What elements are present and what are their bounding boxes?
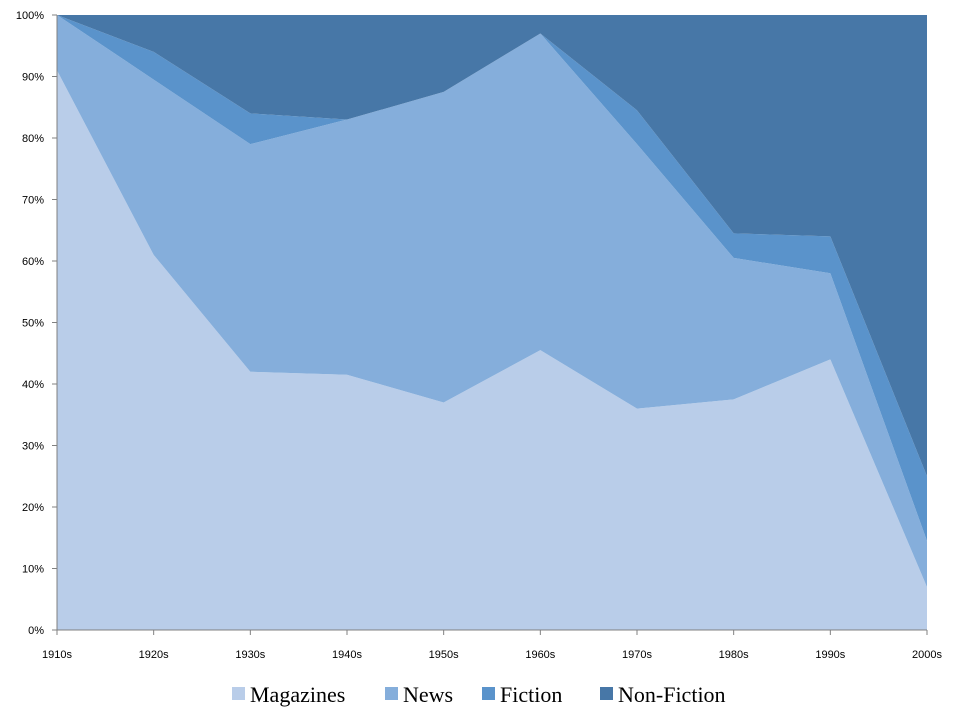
y-tick-label: 20%	[22, 502, 44, 514]
x-tick-label: 1980s	[719, 649, 749, 661]
area-news	[57, 15, 927, 587]
y-tick-label: 90%	[22, 72, 44, 84]
y-tick-label: 100%	[16, 10, 44, 22]
legend-label-magazines: Magazines	[250, 682, 345, 707]
y-tick-label: 60%	[22, 256, 44, 268]
legend-label-fiction: Fiction	[500, 682, 562, 707]
legend-swatch-news	[385, 687, 398, 700]
area-layers	[57, 15, 927, 631]
area-fiction	[57, 15, 927, 541]
x-tick-label: 1970s	[622, 649, 652, 661]
y-tick-label: 10%	[22, 564, 44, 576]
legend-swatch-magazines	[232, 687, 245, 700]
x-tick-label: 1990s	[815, 649, 845, 661]
y-tick-label: 0%	[28, 625, 44, 637]
y-tick-label: 50%	[22, 318, 44, 330]
x-tick-label: 1920s	[139, 649, 169, 661]
x-tick-label: 1910s	[42, 649, 72, 661]
x-tick-label: 1960s	[525, 649, 555, 661]
x-tick-labels: 1910s 1920s 1930s 1940s 1950s 1960s 1970s 1980s…	[42, 649, 942, 661]
y-tick-label: 70%	[22, 195, 44, 207]
legend: Magazines News Fiction Non-Fiction	[232, 682, 726, 707]
area-non-fiction	[57, 15, 927, 477]
y-tick-labels: 0% 10% 20% 30% 40% 50% 60% 70% 80% 90% 100%	[16, 10, 44, 637]
y-tick-label: 40%	[22, 379, 44, 391]
x-tick-label: 1940s	[332, 649, 362, 661]
legend-label-news: News	[403, 682, 453, 707]
legend-label-non-fiction: Non-Fiction	[618, 682, 726, 707]
x-tick-label: 1930s	[235, 649, 265, 661]
area-magazines	[57, 70, 927, 631]
x-tick-label: 2000s	[912, 649, 942, 661]
x-tick-label: 1950s	[429, 649, 459, 661]
axes	[52, 14, 928, 635]
y-tick-label: 30%	[22, 441, 44, 453]
legend-swatch-fiction	[482, 687, 495, 700]
y-tick-label: 80%	[22, 133, 44, 145]
legend-swatch-non-fiction	[600, 687, 613, 700]
